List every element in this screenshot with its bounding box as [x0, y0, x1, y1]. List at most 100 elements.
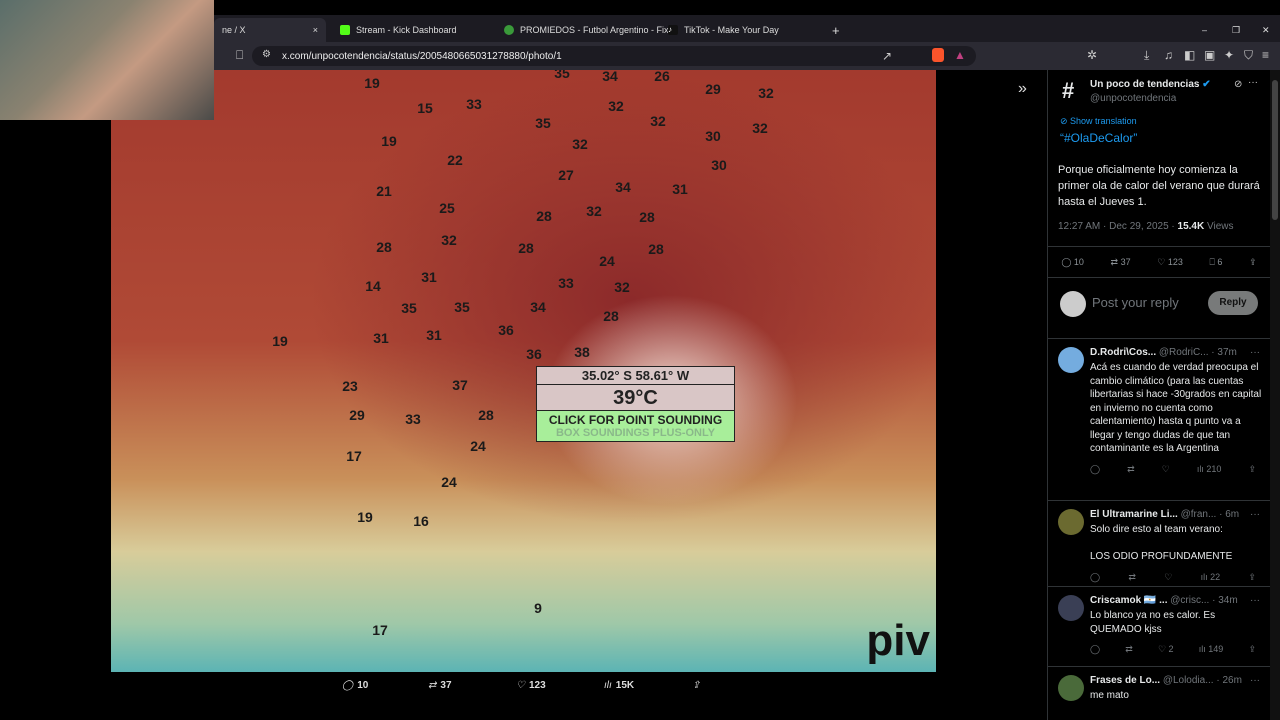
- share-button[interactable]: ⇪: [1249, 256, 1257, 267]
- reply-header: D.Rodri\Cos... @RodriC... · 37m ···: [1090, 347, 1262, 358]
- reply-icon[interactable]: ◯: [1090, 571, 1101, 582]
- point-sounding-button[interactable]: CLICK FOR POINT SOUNDING BOX SOUNDINGS PL…: [537, 411, 734, 441]
- avatar[interactable]: [1058, 675, 1084, 701]
- close-tab-icon[interactable]: ×: [312, 25, 318, 35]
- temperature-label: 32: [586, 203, 602, 219]
- extensions-icon[interactable]: ✲: [1087, 48, 1098, 62]
- tab-bar: ne / X × Stream - Kick Dashboard PROMIEDO…: [214, 15, 1280, 42]
- repost-button[interactable]: ⇄ 37: [1110, 256, 1131, 267]
- restore-button[interactable]: ❐: [1232, 24, 1241, 35]
- reply-submit-button[interactable]: Reply: [1208, 291, 1258, 315]
- reply-header: El Ultramarine Li... @fran... · 6m ···: [1090, 509, 1262, 520]
- author-name[interactable]: Un poco de tendencias ✔: [1090, 79, 1211, 90]
- reply-item[interactable]: Frases de Lo... @Lolodia... · 26m ··· me …: [1048, 666, 1270, 703]
- count: 123: [528, 680, 546, 691]
- more-icon[interactable]: ···: [1248, 77, 1258, 88]
- like-button[interactable]: ♡ 123: [1157, 256, 1183, 267]
- sidebar-icon[interactable]: ◧: [1184, 48, 1196, 62]
- reply-author[interactable]: El Ultramarine Li...: [1090, 509, 1178, 520]
- post-time[interactable]: 12:27 AM · Dec 29, 2025 ·: [1058, 221, 1178, 232]
- scrollbar-thumb[interactable]: [1272, 80, 1278, 220]
- repost-icon[interactable]: ⇄: [1127, 463, 1135, 474]
- reply-author[interactable]: Criscamok 🇦🇷 ...: [1090, 595, 1168, 606]
- more-icon[interactable]: ···: [1250, 347, 1260, 358]
- avatar[interactable]: [1058, 595, 1084, 621]
- share-icon[interactable]: ↗: [882, 49, 893, 63]
- bookmark-icon[interactable]: ⎕: [236, 48, 244, 62]
- leo-icon[interactable]: ✦: [1224, 48, 1235, 62]
- share-button[interactable]: ⇪: [692, 680, 700, 691]
- reply-time[interactable]: · 34m: [1212, 595, 1238, 606]
- menu-icon[interactable]: ≡: [1262, 48, 1270, 62]
- views-button[interactable]: ılı 22: [1200, 571, 1221, 582]
- reply-author[interactable]: Frases de Lo...: [1090, 675, 1161, 686]
- views-button[interactable]: ılı 210: [1196, 463, 1222, 474]
- temperature-label: 21: [376, 183, 392, 199]
- share-icon[interactable]: ⇪: [1248, 463, 1256, 474]
- link-text: Show translation: [1070, 116, 1137, 126]
- repost-icon[interactable]: ⇄: [1125, 644, 1133, 654]
- reply-item[interactable]: Criscamok 🇦🇷 ... @crisc... · 34m ··· Lo b…: [1048, 586, 1270, 655]
- site-settings-icon[interactable]: ⚙: [262, 49, 271, 60]
- brave-shields-icon[interactable]: [932, 48, 944, 62]
- reply-handle: @RodriC...: [1158, 347, 1209, 358]
- url-field[interactable]: ⚙ x.com/unpocotendencia/status/2005480665…: [252, 46, 976, 66]
- bookmark-button[interactable]: ⎕ 6: [1209, 256, 1223, 267]
- reply-button[interactable]: ◯ 10: [1061, 256, 1084, 267]
- weather-map-image[interactable]: 19 15 33 35 34 26 29 32 35 32 32 32 30 19 22 32 27 34 31 30…: [111, 70, 936, 672]
- more-icon[interactable]: ···: [1250, 509, 1260, 520]
- author-handle[interactable]: @unpocotendencia: [1090, 93, 1177, 104]
- temperature-label: 14: [365, 278, 381, 294]
- avatar[interactable]: [1058, 509, 1084, 535]
- tab-promiedos[interactable]: PROMIEDOS - Futbol Argentino - Fix: [496, 18, 677, 42]
- share-icon[interactable]: ⇪: [1248, 644, 1256, 654]
- grok-icon[interactable]: ⊘: [1234, 79, 1243, 90]
- reply-item[interactable]: El Ultramarine Li... @fran... · 6m ··· So…: [1048, 500, 1270, 583]
- temperature-label: 31: [421, 269, 437, 285]
- views-count: 15.4K: [1177, 221, 1205, 232]
- reply-item[interactable]: D.Rodri\Cos... @RodriC... · 37m ··· Acá e…: [1048, 338, 1270, 475]
- reply-button[interactable]: ◯ 10: [342, 680, 368, 691]
- count: 37: [1120, 256, 1131, 267]
- point-tooltip[interactable]: 35.02° S 58.61° W 39°C CLICK FOR POINT S…: [536, 366, 735, 442]
- reply-time[interactable]: · 6m: [1219, 509, 1240, 520]
- like-button[interactable]: ♡ 2: [1157, 644, 1174, 654]
- reply-author[interactable]: D.Rodri\Cos...: [1090, 347, 1157, 358]
- reply-input[interactable]: Post your reply: [1092, 295, 1179, 310]
- tab-tiktok[interactable]: ♪ TikTok - Make Your Day: [660, 18, 787, 42]
- reply-icon[interactable]: ◯: [1090, 463, 1101, 474]
- repost-icon[interactable]: ⇄: [1128, 571, 1136, 582]
- author-avatar[interactable]: #: [1062, 78, 1075, 103]
- expand-panel-icon[interactable]: »: [1018, 80, 1027, 97]
- reply-icon[interactable]: ◯: [1090, 644, 1101, 654]
- minimize-button[interactable]: –: [1202, 25, 1208, 35]
- brave-rewards-icon[interactable]: ▲: [954, 48, 966, 62]
- tab-kick[interactable]: Stream - Kick Dashboard: [332, 18, 465, 42]
- vpn-icon[interactable]: ⛉: [1244, 48, 1254, 62]
- temperature-label: 28: [376, 239, 392, 255]
- reply-time[interactable]: · 37m: [1211, 347, 1237, 358]
- wallet-icon[interactable]: ▣: [1204, 48, 1216, 62]
- like-button[interactable]: ♡ 123: [516, 680, 546, 691]
- chart-icon: ılı: [604, 680, 612, 691]
- temperature-label: 31: [426, 327, 442, 343]
- music-icon[interactable]: ♫: [1164, 48, 1173, 62]
- tab-x[interactable]: ne / X ×: [214, 18, 326, 42]
- temperature-label: 24: [599, 253, 615, 269]
- repost-button[interactable]: ⇄ 37: [428, 680, 452, 691]
- download-icon[interactable]: ⤓: [1144, 48, 1150, 62]
- new-tab-button[interactable]: +: [832, 22, 840, 38]
- views-button[interactable]: ılı 15K: [604, 680, 634, 691]
- more-icon[interactable]: ···: [1250, 595, 1260, 606]
- scrollbar[interactable]: [1270, 70, 1280, 720]
- avatar[interactable]: [1058, 347, 1084, 373]
- close-window-button[interactable]: ✕: [1262, 24, 1270, 35]
- views-button[interactable]: ılı 149: [1198, 644, 1224, 654]
- like-button[interactable]: ♡: [1161, 463, 1170, 474]
- share-icon[interactable]: ⇪: [1248, 571, 1256, 582]
- show-translation-link[interactable]: ⊘ Show translation: [1060, 116, 1137, 126]
- reply-time[interactable]: · 26m: [1216, 675, 1242, 686]
- more-icon[interactable]: ···: [1250, 675, 1260, 686]
- like-button[interactable]: ♡: [1164, 571, 1173, 582]
- hashtag-link[interactable]: “#OlaDeCalor”: [1060, 131, 1138, 145]
